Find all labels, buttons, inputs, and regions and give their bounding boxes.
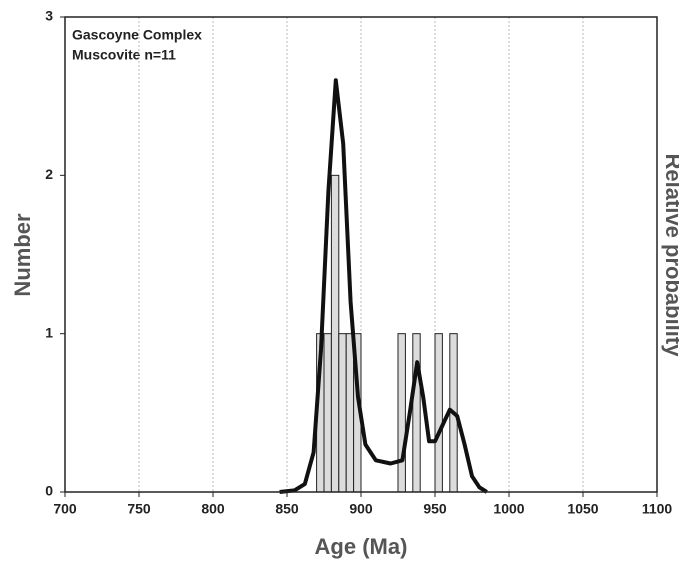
bar — [434, 333, 443, 493]
bar — [323, 333, 332, 493]
y-axis-label: Number — [10, 213, 35, 297]
bar — [345, 333, 355, 493]
y-tick-label: 3 — [45, 8, 53, 24]
x-tick-label: 850 — [275, 501, 299, 517]
x-tick-label: 1100 — [642, 501, 673, 517]
annotation: Gascoyne Complex — [72, 27, 202, 43]
x-tick-label: 750 — [127, 501, 151, 517]
x-tick-label: 1050 — [567, 501, 598, 517]
bar — [330, 174, 340, 493]
y-tick-label: 0 — [45, 483, 53, 499]
bar — [338, 333, 347, 493]
probability-curve — [279, 78, 488, 494]
bar — [397, 333, 406, 493]
y2-axis-label: Relative probability — [661, 154, 679, 358]
x-tick-label: 950 — [423, 501, 447, 517]
bar — [412, 333, 421, 493]
x-tick-label: 800 — [201, 501, 225, 517]
y-tick-label: 2 — [45, 166, 53, 182]
plot-frame — [64, 16, 658, 493]
x-axis-label: Age (Ma) — [315, 534, 408, 559]
x-tick-label: 1000 — [493, 501, 524, 517]
x-tick-label: 900 — [349, 501, 373, 517]
y-tick-label: 1 — [45, 324, 53, 340]
x-tick-label: 700 — [53, 501, 77, 517]
annotation: Muscovite n=11 — [72, 47, 176, 63]
